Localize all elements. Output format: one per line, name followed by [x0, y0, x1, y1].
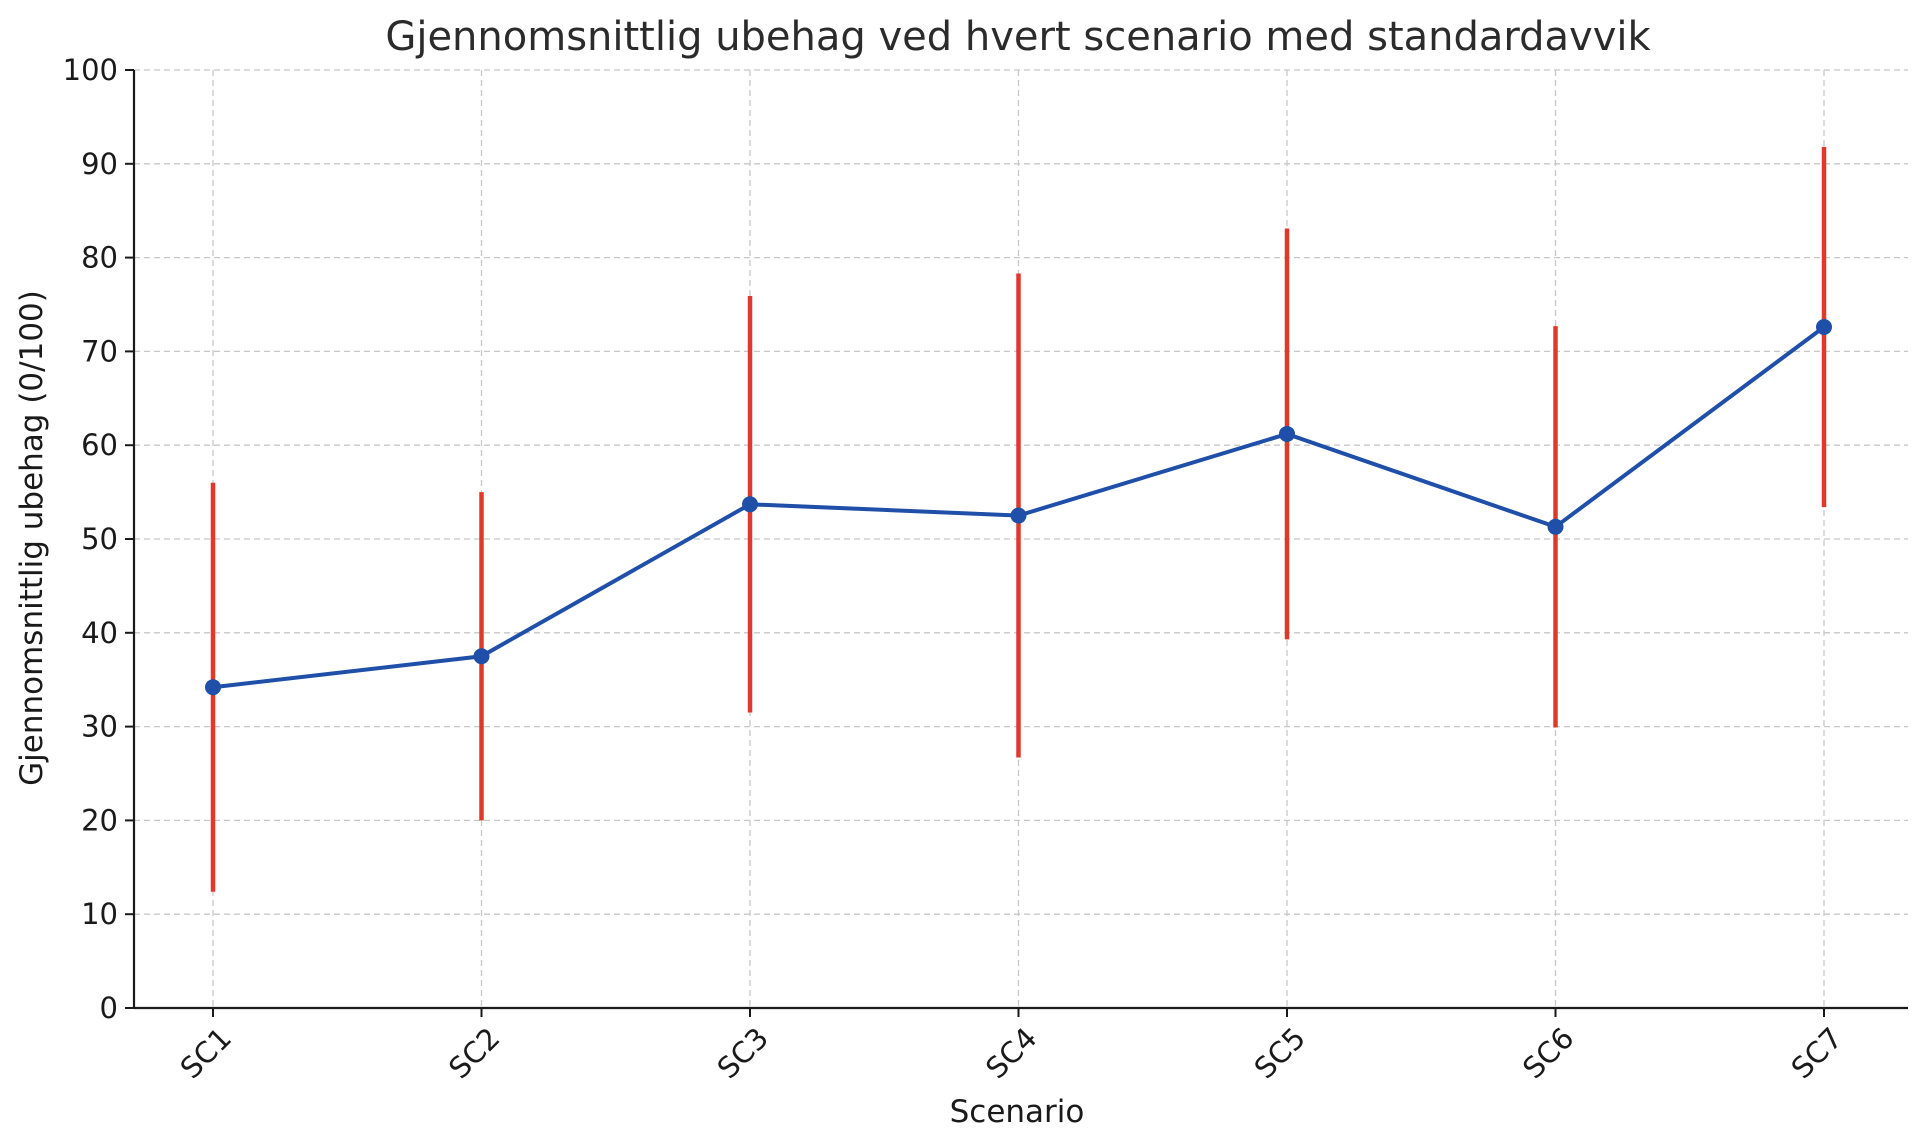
data-point [1816, 319, 1832, 336]
x-axis-ticks: SC1 SC2 SC3 SC4 SC5 SC6 SC7 [174, 1008, 1849, 1085]
data-point [1010, 507, 1027, 524]
y-tick-label: 40 [81, 616, 118, 650]
x-tick-label: SC2 [442, 1021, 506, 1085]
data-point [1279, 425, 1295, 442]
x-tick-label: SC7 [1785, 1021, 1849, 1085]
data-point [205, 679, 221, 696]
y-tick-label: 60 [81, 428, 118, 462]
x-axis-label: Scenario [950, 1094, 1085, 1130]
y-axis-ticks: 0 10 20 30 40 50 60 70 80 90 100 [63, 53, 134, 1025]
y-tick-label: 10 [81, 897, 118, 931]
x-tick-label: SC4 [979, 1021, 1043, 1085]
x-tick-label: SC1 [174, 1021, 238, 1085]
axes-layer [132, 70, 1908, 1010]
chart-title: Gjennomsnittlig ubehag ved hvert scenari… [385, 14, 1651, 60]
y-tick-label: 0 [100, 991, 118, 1025]
data-point [1547, 518, 1564, 535]
x-tick-label: SC5 [1248, 1021, 1312, 1085]
y-tick-label: 90 [81, 147, 118, 181]
data-point [742, 496, 758, 513]
x-tick-label: SC6 [1516, 1021, 1580, 1085]
y-tick-label: 20 [81, 803, 118, 837]
y-tick-label: 30 [81, 710, 118, 744]
grid-layer [134, 69, 1908, 1008]
x-tick-label: SC3 [711, 1021, 775, 1085]
y-tick-label: 70 [81, 334, 118, 368]
y-tick-label: 100 [63, 53, 118, 87]
y-tick-label: 50 [81, 522, 118, 556]
series-layer [205, 319, 1832, 696]
y-tick-label: 80 [81, 241, 118, 275]
data-point [473, 648, 490, 665]
y-axis-label: Gjennomsnittlig ubehag (0/100) [14, 290, 50, 786]
